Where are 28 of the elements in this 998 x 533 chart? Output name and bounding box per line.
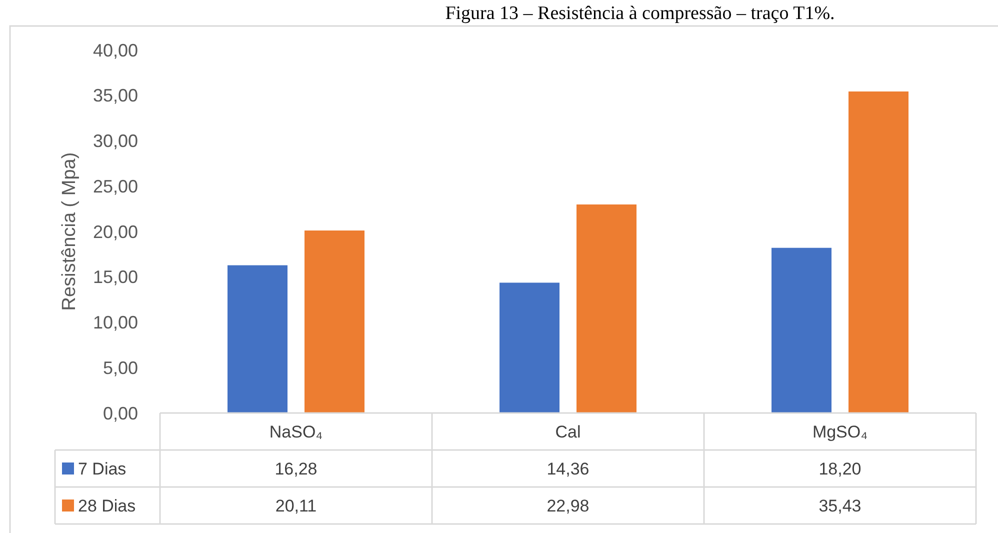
- data-label: 35,43: [818, 496, 862, 516]
- y-tick-label: 0,00: [102, 403, 138, 424]
- y-tick-label: 10,00: [92, 312, 138, 333]
- x-tick-label: MgSO₄: [812, 422, 868, 442]
- y-tick-label: 30,00: [92, 131, 138, 152]
- bar: [500, 282, 560, 413]
- x-tick-label: Cal: [555, 422, 581, 442]
- y-axis-title: Resistência ( Mpa): [59, 152, 80, 311]
- bar: [576, 204, 636, 413]
- legend-label: 28 Dias: [78, 496, 136, 516]
- chart-title: Figura 13 – Resistência à compressão – traço T1%.: [445, 3, 835, 24]
- data-label: 22,98: [546, 496, 590, 516]
- y-tick-label: 5,00: [102, 358, 138, 378]
- y-tick-label: 40,00: [92, 40, 138, 60]
- y-tick-label: 25,00: [92, 176, 138, 196]
- x-tick-label: NaSO₄: [269, 422, 323, 442]
- bar: [772, 248, 832, 413]
- y-tick-label: 20,00: [92, 222, 138, 242]
- data-label: 16,28: [274, 459, 318, 478]
- bar: [848, 91, 908, 413]
- data-label: 14,36: [546, 459, 590, 478]
- bar: [228, 265, 288, 413]
- legend-label: 7 Dias: [78, 459, 126, 478]
- data-label: 20,11: [275, 496, 317, 516]
- y-tick-label: 15,00: [92, 267, 138, 288]
- data-label: 18,20: [818, 459, 862, 478]
- y-tick-label: 35,00: [92, 86, 138, 106]
- bar: [304, 230, 364, 413]
